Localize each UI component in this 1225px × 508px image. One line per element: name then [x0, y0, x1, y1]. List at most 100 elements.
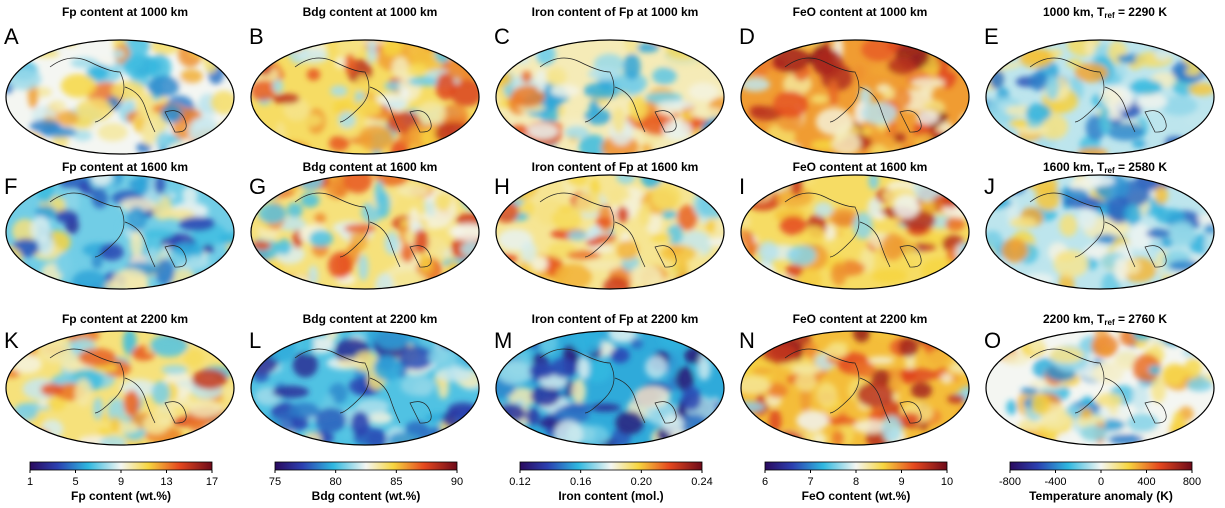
map-blob	[816, 382, 838, 408]
map-blob	[1084, 40, 1096, 56]
map-blob	[223, 385, 234, 399]
map-blob	[703, 340, 717, 363]
map-outline	[495, 39, 725, 155]
map-blob	[257, 60, 272, 76]
panel-letter: J	[984, 174, 995, 199]
map-blob	[526, 331, 544, 342]
map-blob	[948, 175, 969, 186]
map-blob	[831, 131, 861, 154]
colorbar-tick-label: -800	[999, 476, 1021, 488]
colorbar-tick-label: 0.16	[570, 476, 591, 488]
map-blob	[593, 244, 614, 254]
map	[986, 40, 1214, 154]
map-blob	[378, 177, 406, 187]
map-blob	[110, 80, 146, 101]
title-part: = 2760 K	[1115, 312, 1168, 326]
map-blob	[564, 125, 590, 140]
coastline	[49, 57, 187, 133]
map-blob	[148, 411, 175, 421]
map-blob	[91, 254, 103, 269]
map-blob	[1063, 195, 1101, 209]
map-blob	[1058, 271, 1075, 289]
map-blob	[853, 331, 871, 343]
map-blob	[629, 264, 662, 287]
colorbar	[519, 461, 703, 471]
map-blob	[550, 358, 578, 378]
map-blob	[216, 140, 234, 154]
map	[6, 331, 234, 445]
map-blob	[91, 187, 109, 209]
map-blob	[714, 56, 724, 70]
map-blob	[741, 401, 766, 413]
map-blob	[681, 40, 713, 54]
map-blob	[150, 334, 189, 357]
colorbar-tick-label: 7	[807, 476, 813, 488]
map-blob	[119, 197, 155, 212]
map-blob	[358, 124, 394, 152]
map	[251, 40, 479, 154]
map-blob	[424, 40, 438, 52]
map-blob	[1100, 88, 1123, 107]
map-blob	[677, 260, 689, 279]
map-blob	[435, 434, 446, 443]
map-blob	[711, 52, 724, 72]
map-blob	[696, 190, 724, 219]
map-blob	[300, 192, 320, 208]
map-blob	[366, 428, 388, 445]
map-blob	[162, 208, 195, 220]
map-blob	[867, 356, 895, 365]
map	[6, 175, 234, 289]
map-blob	[344, 53, 357, 75]
map-blob	[951, 127, 963, 139]
map-blob	[940, 175, 957, 183]
map-blob	[893, 87, 912, 109]
colorbar-tick-label: 6	[762, 476, 768, 488]
map-blob	[608, 331, 635, 343]
map-blob	[1199, 132, 1214, 154]
map-blob	[306, 68, 321, 81]
panel-letter: H	[494, 174, 510, 199]
map-blob	[177, 40, 203, 68]
map-blob	[291, 40, 303, 52]
map-blob	[531, 256, 549, 272]
map-blob	[1146, 136, 1167, 154]
map-blob	[6, 266, 16, 289]
map-blob	[8, 268, 22, 287]
map-blob	[216, 140, 234, 154]
map-blob	[1060, 188, 1089, 199]
map-blob	[168, 236, 183, 245]
map-blob	[1031, 393, 1051, 415]
panel-title: Fp content at 1000 km	[62, 5, 188, 19]
map-blob	[183, 348, 204, 368]
map-blob	[1161, 95, 1198, 116]
panel-title: Iron content of Fp at 1000 km	[532, 5, 699, 19]
map-blob	[6, 427, 26, 445]
colorbar-tick-label: 0	[1098, 476, 1104, 488]
map-blob	[269, 175, 291, 192]
map-blob	[286, 202, 303, 219]
map-blob	[217, 40, 230, 54]
map-blob	[344, 223, 376, 234]
map-blob	[521, 70, 532, 84]
panel-letter: E	[984, 24, 999, 49]
map-blob	[813, 201, 834, 217]
map-blob	[779, 215, 807, 236]
panel-title: Fp content at 1600 km	[62, 160, 188, 174]
map	[6, 40, 234, 154]
map-blob	[898, 337, 919, 357]
panel-letter: D	[739, 24, 755, 49]
map-blob	[40, 383, 63, 397]
map-blob	[416, 101, 446, 126]
map-blob	[325, 179, 350, 199]
map-blob	[504, 420, 519, 440]
map-blob	[667, 350, 680, 379]
map-blob	[496, 403, 526, 423]
map-blob	[992, 270, 1020, 289]
map-blob	[705, 219, 716, 233]
map-blob	[110, 416, 121, 434]
map-blob	[189, 47, 223, 58]
colorbar-tick-label: 8	[853, 476, 859, 488]
colorbar-tick-label: 75	[269, 476, 281, 488]
map-blob	[1025, 103, 1052, 123]
map-blob	[832, 430, 845, 445]
